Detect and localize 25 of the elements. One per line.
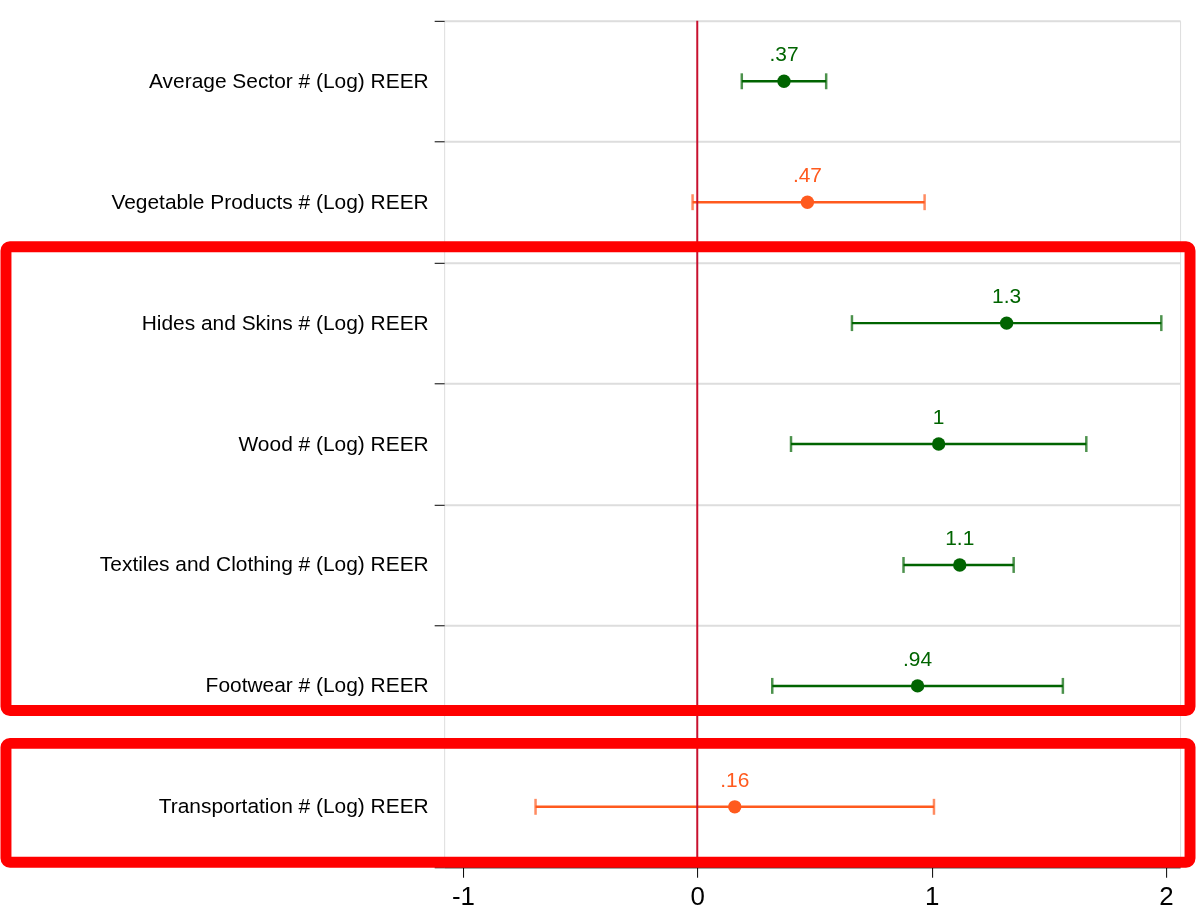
data-label: .94 xyxy=(903,646,933,670)
x-tick-label: 1 xyxy=(924,881,940,910)
y-tick-label: Wood # (Log) REER xyxy=(238,431,429,455)
data-label: 1.3 xyxy=(992,284,1022,308)
x-tick-label: 2 xyxy=(1159,881,1174,910)
x-tick-label: -1 xyxy=(451,881,475,910)
y-tick-label: Transportation # (Log) REER xyxy=(158,794,429,818)
y-tick-label: Average Sector # (Log) REER xyxy=(149,68,429,92)
data-label: 1 xyxy=(932,405,945,429)
point xyxy=(728,800,742,814)
point xyxy=(777,74,791,88)
point xyxy=(999,316,1014,330)
data-label: .37 xyxy=(769,42,799,66)
y-tick-label: Vegetable Products # (Log) REER xyxy=(111,189,429,213)
point xyxy=(931,437,946,451)
data-label: .47 xyxy=(792,163,822,187)
point xyxy=(953,558,967,572)
y-tick-label: Textiles and Clothing # (Log) REER xyxy=(99,552,429,576)
y-tick-label: Hides and Skins # (Log) REER xyxy=(141,310,429,334)
x-tick-label: 0 xyxy=(690,881,705,910)
data-label: .16 xyxy=(720,767,750,791)
data-label: 1.1 xyxy=(945,526,975,550)
y-tick-label: Footwear # (Log) REER xyxy=(205,673,429,697)
point xyxy=(910,679,925,693)
point xyxy=(800,195,815,209)
